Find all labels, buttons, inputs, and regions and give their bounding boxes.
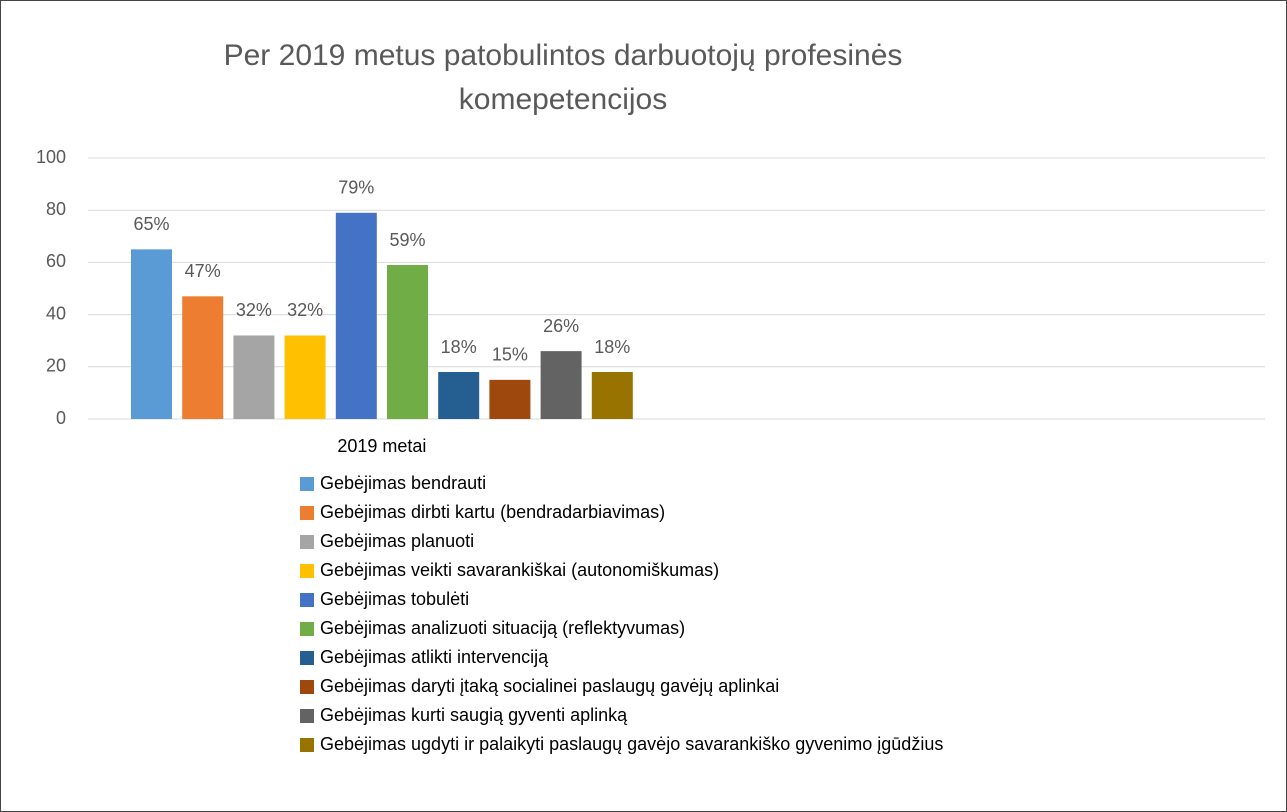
- data-label: 59%: [389, 230, 425, 250]
- data-label: 18%: [441, 337, 477, 357]
- data-label: 18%: [594, 337, 630, 357]
- legend-label: Gebėjimas analizuoti situaciją (reflekty…: [320, 618, 685, 638]
- bar: [131, 249, 172, 419]
- bar: [284, 335, 326, 419]
- bar: [438, 372, 480, 419]
- legend-label: Gebėjimas bendrauti: [320, 473, 486, 493]
- legend-label: Gebėjimas tobulėti: [320, 589, 469, 609]
- x-tick-label: 2019 metai: [337, 436, 426, 456]
- bar: [387, 265, 428, 419]
- legend-label: Gebėjimas ugdyti ir palaikyti paslaugų g…: [320, 734, 943, 754]
- legend-swatch: [300, 709, 314, 723]
- y-tick-label: 40: [46, 303, 66, 323]
- y-tick-label: 20: [46, 356, 66, 376]
- data-label: 65%: [133, 214, 169, 234]
- y-tick-label: 60: [46, 251, 66, 271]
- data-label: 47%: [185, 261, 221, 281]
- data-label: 32%: [236, 300, 272, 320]
- data-label: 26%: [543, 316, 579, 336]
- bar: [540, 351, 582, 419]
- y-tick-label: 0: [56, 408, 66, 428]
- legend-label: Gebėjimas dirbti kartu (bendradarbiavima…: [320, 502, 665, 522]
- bar: [335, 212, 377, 419]
- data-label: 79%: [338, 178, 374, 198]
- data-label: 15%: [492, 345, 528, 365]
- data-label: 32%: [287, 300, 323, 320]
- legend-label: Gebėjimas atlikti intervenciją: [320, 647, 549, 667]
- legend-swatch: [300, 535, 314, 549]
- legend-label: Gebėjimas kurti saugią gyventi aplinką: [320, 705, 628, 725]
- legend-swatch: [300, 738, 314, 752]
- bar: [233, 335, 275, 419]
- bar: [182, 296, 224, 419]
- legend-swatch: [300, 651, 314, 665]
- legend-swatch: [300, 680, 314, 694]
- legend-label: Gebėjimas planuoti: [320, 531, 474, 551]
- bar: [591, 372, 633, 419]
- legend-swatch: [300, 593, 314, 607]
- bar: [489, 379, 531, 419]
- y-tick-label: 80: [46, 199, 66, 219]
- legend-label: Gebėjimas daryti įtaką socialinei paslau…: [320, 676, 779, 696]
- y-tick-label: 100: [36, 147, 66, 167]
- chart-title: Per 2019 metus patobulintos darbuotojų p…: [223, 39, 903, 116]
- legend-swatch: [300, 564, 314, 578]
- legend-swatch: [300, 622, 314, 636]
- legend-label: Gebėjimas veikti savarankiškai (autonomi…: [320, 560, 719, 580]
- legend-swatch: [300, 506, 314, 520]
- legend-swatch: [300, 477, 314, 491]
